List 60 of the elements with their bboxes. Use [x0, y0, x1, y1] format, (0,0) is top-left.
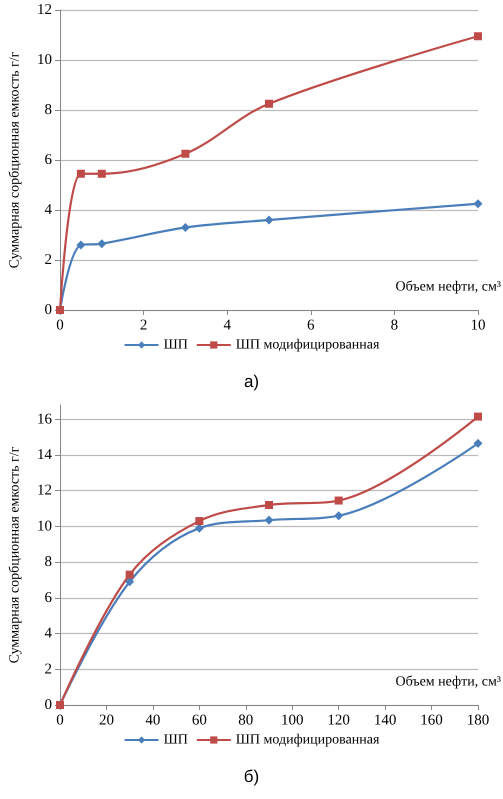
y-tick-label: 8 [44, 554, 52, 570]
y-tick-label: 8 [44, 102, 52, 118]
point [474, 199, 482, 208]
point [334, 511, 344, 520]
y-tick-label: 6 [44, 152, 52, 168]
point [195, 517, 204, 526]
x-axis-title: Объем нефти, см³ [395, 280, 502, 294]
y-tick-label: 12 [37, 2, 52, 18]
x-tick-label: 2 [140, 318, 148, 334]
y-tick-label: 6 [44, 590, 52, 606]
y-tick-label: 16 [37, 411, 52, 428]
y-tick-label: 2 [44, 661, 52, 678]
x-tick-label: 80 [238, 712, 254, 728]
y-axis-title: Суммарная сорбционная емкость г/г [8, 51, 22, 268]
point [474, 438, 482, 448]
point [264, 216, 274, 224]
x-tick-label: 60 [192, 712, 207, 728]
y-tick-label: 4 [44, 202, 52, 218]
point [97, 239, 106, 248]
point [265, 100, 273, 108]
text: а) [244, 372, 260, 391]
point [181, 150, 190, 158]
x-tick-label: 6 [307, 318, 316, 334]
point [98, 170, 106, 178]
y-tick-label: 12 [37, 482, 52, 499]
point [334, 496, 343, 505]
y-tick-label: 10 [37, 52, 52, 68]
x-tick-label: 8 [390, 318, 398, 334]
legend-label: ШП модифицированная [236, 732, 380, 748]
x-tick-label: 120 [327, 712, 350, 728]
point [76, 240, 86, 250]
x-tick-label: 100 [280, 712, 304, 728]
x-tick-label: 40 [145, 712, 160, 728]
point [180, 223, 190, 232]
legend-label: ШП [164, 338, 188, 352]
x-tick-label: 20 [98, 712, 114, 728]
x-tick-label: 10 [470, 318, 486, 334]
point [474, 412, 482, 421]
x-tick-label: 0 [56, 318, 64, 334]
y-tick-label: 0 [44, 697, 52, 713]
x-tick-label: 180 [466, 712, 490, 728]
y-tick-label: 14 [37, 447, 52, 463]
y-tick-label: 4 [44, 626, 52, 642]
x-tick-label: 4 [223, 318, 232, 334]
x-tick-label: 0 [56, 712, 64, 728]
x-tick-label: 140 [374, 712, 396, 728]
point [264, 516, 274, 525]
y-tick-label: 2 [44, 252, 52, 268]
y-tick-label: 0 [44, 302, 52, 318]
legend-label: ШП [164, 732, 188, 748]
x-tick-label: 160 [420, 712, 443, 728]
text: б) [244, 767, 260, 786]
legend-label: ШП модифицированная [236, 338, 380, 352]
point [126, 570, 134, 579]
point [474, 32, 482, 40]
point [265, 501, 273, 509]
y-axis-title: Суммарная сорбционная емкость г/г [8, 446, 22, 664]
point [76, 170, 85, 178]
y-tick-label: 10 [37, 518, 52, 534]
x-axis-title: Объем нефти, см³ [395, 674, 502, 690]
